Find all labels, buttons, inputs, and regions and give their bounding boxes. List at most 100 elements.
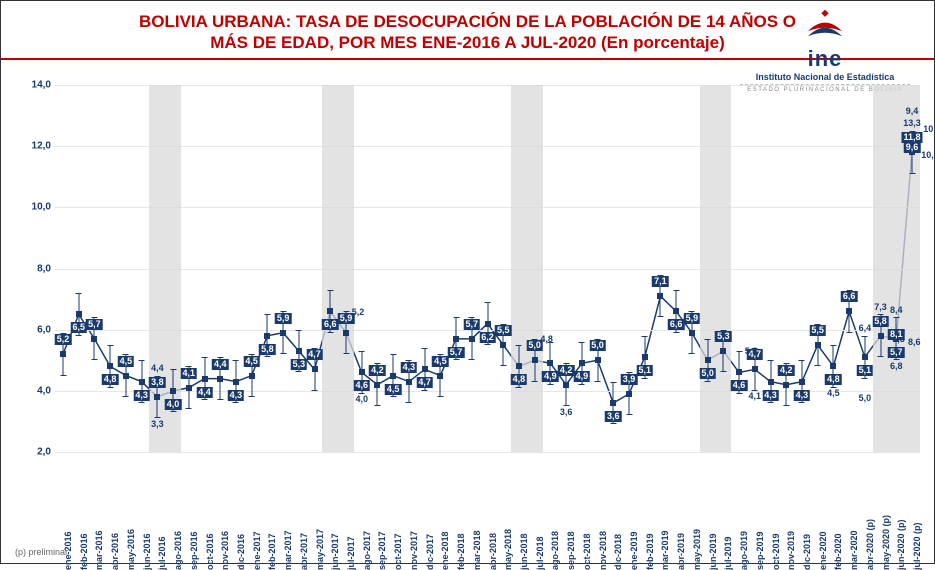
annotation-label: 8,4 — [888, 305, 905, 316]
data-label: 5,2 — [55, 334, 72, 345]
title-line-2: MÁS DE EDAD, POR MES ENE-2016 A JUL-2020… — [210, 33, 725, 52]
data-label: 4,3 — [762, 390, 779, 401]
data-point — [123, 373, 129, 379]
annotation-label: 10,4 — [919, 150, 935, 161]
annotation-label: 9,4 — [904, 106, 921, 117]
data-point — [60, 351, 66, 357]
ine-logo: ine Instituto Nacional de Estadística ES… — [740, 9, 910, 93]
data-point — [799, 379, 805, 385]
data-label: 5,1 — [636, 365, 653, 376]
data-label: 4,0 — [165, 399, 182, 410]
data-label: 4,8 — [825, 374, 842, 385]
data-label: 4,3 — [794, 390, 811, 401]
data-point — [91, 336, 97, 342]
data-point — [390, 373, 396, 379]
y-tick-label: 6,0 — [21, 324, 51, 335]
data-label: 4,3 — [401, 362, 418, 373]
data-label: 6,2 — [479, 332, 496, 343]
data-point — [862, 354, 868, 360]
y-tick-label: 4,0 — [21, 385, 51, 396]
data-label: 4,4 — [196, 387, 213, 398]
data-label: 4,8 — [511, 374, 528, 385]
plot-area: 2,04,06,08,010,012,014,05,2ene-20166,5fe… — [55, 85, 920, 453]
y-tick-label: 2,0 — [21, 447, 51, 458]
data-label: 3,8 — [149, 377, 166, 388]
data-label: 6,6 — [322, 319, 339, 330]
annotation-label: 6,4 — [857, 323, 874, 334]
data-label: 4,2 — [369, 365, 386, 376]
annotation-label: 4,0 — [353, 394, 370, 405]
annotation-label: 3,6 — [558, 407, 575, 418]
data-point — [500, 342, 506, 348]
data-point — [469, 336, 475, 342]
annotation-label: 9,6 — [904, 142, 921, 153]
data-label: 5,1 — [857, 365, 874, 376]
data-label: 4,3 — [133, 390, 150, 401]
data-point — [485, 321, 491, 327]
data-point — [327, 308, 333, 314]
shaded-band — [700, 85, 731, 452]
data-label: 6,5 — [70, 322, 87, 333]
data-point — [76, 311, 82, 317]
annotation-label: 5,0 — [857, 393, 874, 404]
data-point — [312, 366, 318, 372]
data-label: 5,7 — [888, 347, 905, 358]
data-label: 5,3 — [715, 331, 732, 342]
data-point — [139, 379, 145, 385]
data-point — [705, 357, 711, 363]
data-point — [343, 330, 349, 336]
data-label: 5,7 — [464, 319, 481, 330]
data-point — [186, 385, 192, 391]
chart-page: BOLIVIA URBANA: TASA DE DESOCUPACIÓN DE … — [0, 0, 935, 564]
data-point — [532, 357, 538, 363]
data-point — [406, 379, 412, 385]
data-label: 4,6 — [353, 380, 370, 391]
annotation-label: 4,4 — [149, 363, 166, 374]
data-point — [107, 363, 113, 369]
data-label: 3,6 — [605, 411, 622, 422]
data-label: 4,5 — [432, 356, 449, 367]
data-point — [610, 400, 616, 406]
data-point — [642, 354, 648, 360]
data-label: 4,9 — [542, 371, 559, 382]
data-point — [689, 330, 695, 336]
logo-brand: ine — [740, 46, 910, 72]
annotation-label: 4,1 — [747, 391, 764, 402]
data-label: 4,7 — [306, 349, 323, 360]
y-tick-label: 10,0 — [21, 202, 51, 213]
data-point — [453, 336, 459, 342]
y-tick-label: 14,0 — [21, 80, 51, 91]
data-point — [264, 333, 270, 339]
data-label: 5,8 — [259, 344, 276, 355]
data-label: 4,2 — [778, 365, 795, 376]
data-point — [830, 363, 836, 369]
data-point — [846, 308, 852, 314]
annotation-label: 5,3 — [743, 346, 760, 357]
data-point — [170, 388, 176, 394]
data-label: 5,7 — [86, 319, 103, 330]
data-point — [547, 360, 553, 366]
data-label: 5,9 — [275, 313, 292, 324]
logo-swoosh-icon — [804, 9, 846, 43]
data-point — [280, 330, 286, 336]
y-tick-label: 12,0 — [21, 141, 51, 152]
data-label: 5,9 — [684, 313, 701, 324]
shaded-band — [322, 85, 353, 452]
data-label: 5,7 — [448, 347, 465, 358]
data-point — [752, 366, 758, 372]
gridline — [55, 146, 920, 147]
gridline — [55, 85, 920, 86]
data-point — [202, 376, 208, 382]
data-point — [233, 379, 239, 385]
data-label: 6,6 — [668, 319, 685, 330]
data-point — [626, 391, 632, 397]
annotation-label: 6,8 — [888, 361, 905, 372]
annotation-label: 7,3 — [872, 302, 889, 313]
data-label: 5,5 — [809, 325, 826, 336]
data-label: 4,3 — [228, 390, 245, 401]
logo-institution: Instituto Nacional de Estadística — [740, 72, 910, 85]
data-label: 5,5 — [495, 325, 512, 336]
y-tick-label: 8,0 — [21, 263, 51, 274]
data-label: 4,1 — [181, 368, 198, 379]
data-point — [657, 293, 663, 299]
